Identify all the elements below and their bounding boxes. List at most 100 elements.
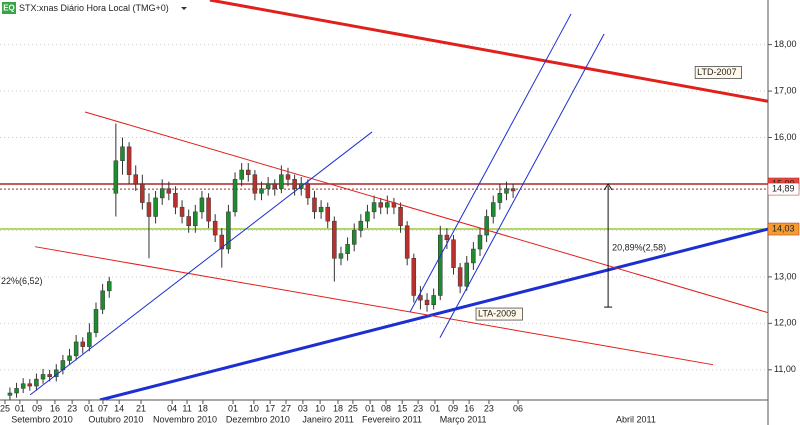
candle-body bbox=[226, 211, 231, 250]
x-tick-label: 16 bbox=[50, 403, 60, 413]
x-tick-label: 07 bbox=[98, 403, 108, 413]
icon-box bbox=[2, 2, 16, 14]
candle-body bbox=[100, 290, 105, 310]
candle-body bbox=[504, 188, 509, 194]
candle-body bbox=[385, 202, 390, 208]
x-tick-label: 18 bbox=[198, 403, 208, 413]
candle-body bbox=[80, 341, 86, 347]
candle-body bbox=[457, 267, 463, 287]
candle-body bbox=[332, 220, 337, 259]
candle-body bbox=[27, 383, 33, 387]
candle-body bbox=[120, 146, 125, 161]
x-tick-label: 01 bbox=[15, 403, 25, 413]
chart-title: STX:xnas Diário Hora Local (TMG+0) bbox=[19, 3, 169, 13]
candle-body bbox=[140, 183, 145, 203]
candle-body bbox=[371, 202, 377, 213]
annotation: 22%(6,52) bbox=[1, 276, 43, 286]
dropdown-arrow[interactable] bbox=[181, 7, 187, 10]
candle-body bbox=[206, 197, 211, 222]
candle-body bbox=[358, 220, 364, 231]
candle-body bbox=[133, 174, 138, 185]
candle-body bbox=[14, 388, 19, 394]
candle-body bbox=[113, 160, 119, 194]
trendline bbox=[439, 33, 605, 338]
candle-body bbox=[93, 309, 99, 333]
candle-body bbox=[510, 188, 516, 192]
candle-body bbox=[438, 234, 443, 296]
candle-body bbox=[464, 262, 470, 287]
y-tick-label: 12,00 bbox=[774, 318, 797, 328]
candle-body bbox=[279, 174, 284, 189]
month-label: Janeiro 2011 bbox=[302, 414, 353, 424]
trendline bbox=[35, 246, 714, 366]
x-tick-label: 27 bbox=[281, 403, 291, 413]
candle-body bbox=[259, 188, 264, 194]
arrow-head bbox=[603, 183, 613, 191]
x-tick-label: 18 bbox=[333, 403, 343, 413]
x-tick-label: 01 bbox=[84, 403, 94, 413]
candle-body bbox=[477, 234, 483, 250]
x-tick-label: 03 bbox=[298, 403, 308, 413]
level-label: 14,03 bbox=[772, 223, 795, 233]
month-label: Dezembro 2010 bbox=[226, 414, 290, 424]
candle-body bbox=[424, 299, 430, 306]
y-tick-label: 13,00 bbox=[774, 271, 797, 281]
candle-body bbox=[312, 197, 317, 213]
x-tick-label: 25 bbox=[348, 403, 358, 413]
candle-body bbox=[20, 383, 26, 389]
month-label: Abril 2011 bbox=[616, 414, 656, 424]
candle-body bbox=[484, 216, 489, 236]
x-tick-label: 23 bbox=[484, 403, 494, 413]
x-tick-label: 06 bbox=[513, 403, 523, 413]
x-tick-label: 23 bbox=[67, 403, 77, 413]
x-tick-label: 08 bbox=[381, 403, 391, 413]
month-label: Novembro 2010 bbox=[153, 414, 217, 424]
month-label: Março 2011 bbox=[440, 414, 487, 424]
month-label: Outubro 2010 bbox=[88, 414, 143, 424]
candle-body bbox=[73, 341, 79, 357]
x-tick-label: 10 bbox=[315, 403, 325, 413]
level-label: 14,89 bbox=[772, 183, 795, 193]
y-tick-label: 18,00 bbox=[774, 39, 797, 49]
candle-body bbox=[378, 202, 383, 208]
y-tick-label: 16,00 bbox=[774, 132, 797, 142]
candle-body bbox=[232, 179, 238, 213]
candle-body bbox=[146, 202, 152, 217]
candle-body bbox=[34, 378, 39, 387]
candle-body bbox=[159, 188, 165, 199]
trendline bbox=[29, 131, 373, 396]
candle-body bbox=[292, 179, 297, 189]
y-tick-label: 17,00 bbox=[774, 85, 797, 95]
annotation: LTA-2009 bbox=[478, 308, 516, 318]
candle-body bbox=[318, 206, 324, 213]
x-tick-label: 17 bbox=[265, 403, 275, 413]
candle-body bbox=[126, 146, 132, 175]
candle-body bbox=[431, 295, 436, 306]
annotation: LTD-2007 bbox=[697, 67, 736, 77]
candle-body bbox=[67, 355, 72, 361]
candle-body bbox=[166, 188, 172, 194]
x-tick-label: 14 bbox=[114, 403, 124, 413]
candle-body bbox=[351, 230, 357, 245]
icon: EQ bbox=[3, 4, 15, 13]
x-tick-label: 01 bbox=[228, 403, 238, 413]
trendline bbox=[84, 111, 768, 314]
candle-body bbox=[212, 220, 218, 236]
candle-body bbox=[219, 234, 225, 250]
trendline bbox=[209, 0, 768, 103]
candle-body bbox=[252, 174, 258, 194]
candle-body bbox=[199, 197, 205, 213]
candle-body bbox=[153, 197, 158, 217]
candle-body bbox=[490, 202, 496, 217]
month-label: Setembro 2010 bbox=[11, 414, 73, 424]
candle-body bbox=[7, 392, 13, 396]
candle-body bbox=[179, 206, 185, 217]
candle-body bbox=[471, 248, 476, 264]
candle-body bbox=[365, 211, 370, 222]
candle-body bbox=[338, 253, 344, 259]
x-tick-label: 23 bbox=[413, 403, 423, 413]
candle-body bbox=[186, 216, 191, 227]
candle-body bbox=[451, 239, 456, 268]
annotation-box bbox=[694, 66, 742, 79]
candle-body bbox=[87, 332, 92, 347]
